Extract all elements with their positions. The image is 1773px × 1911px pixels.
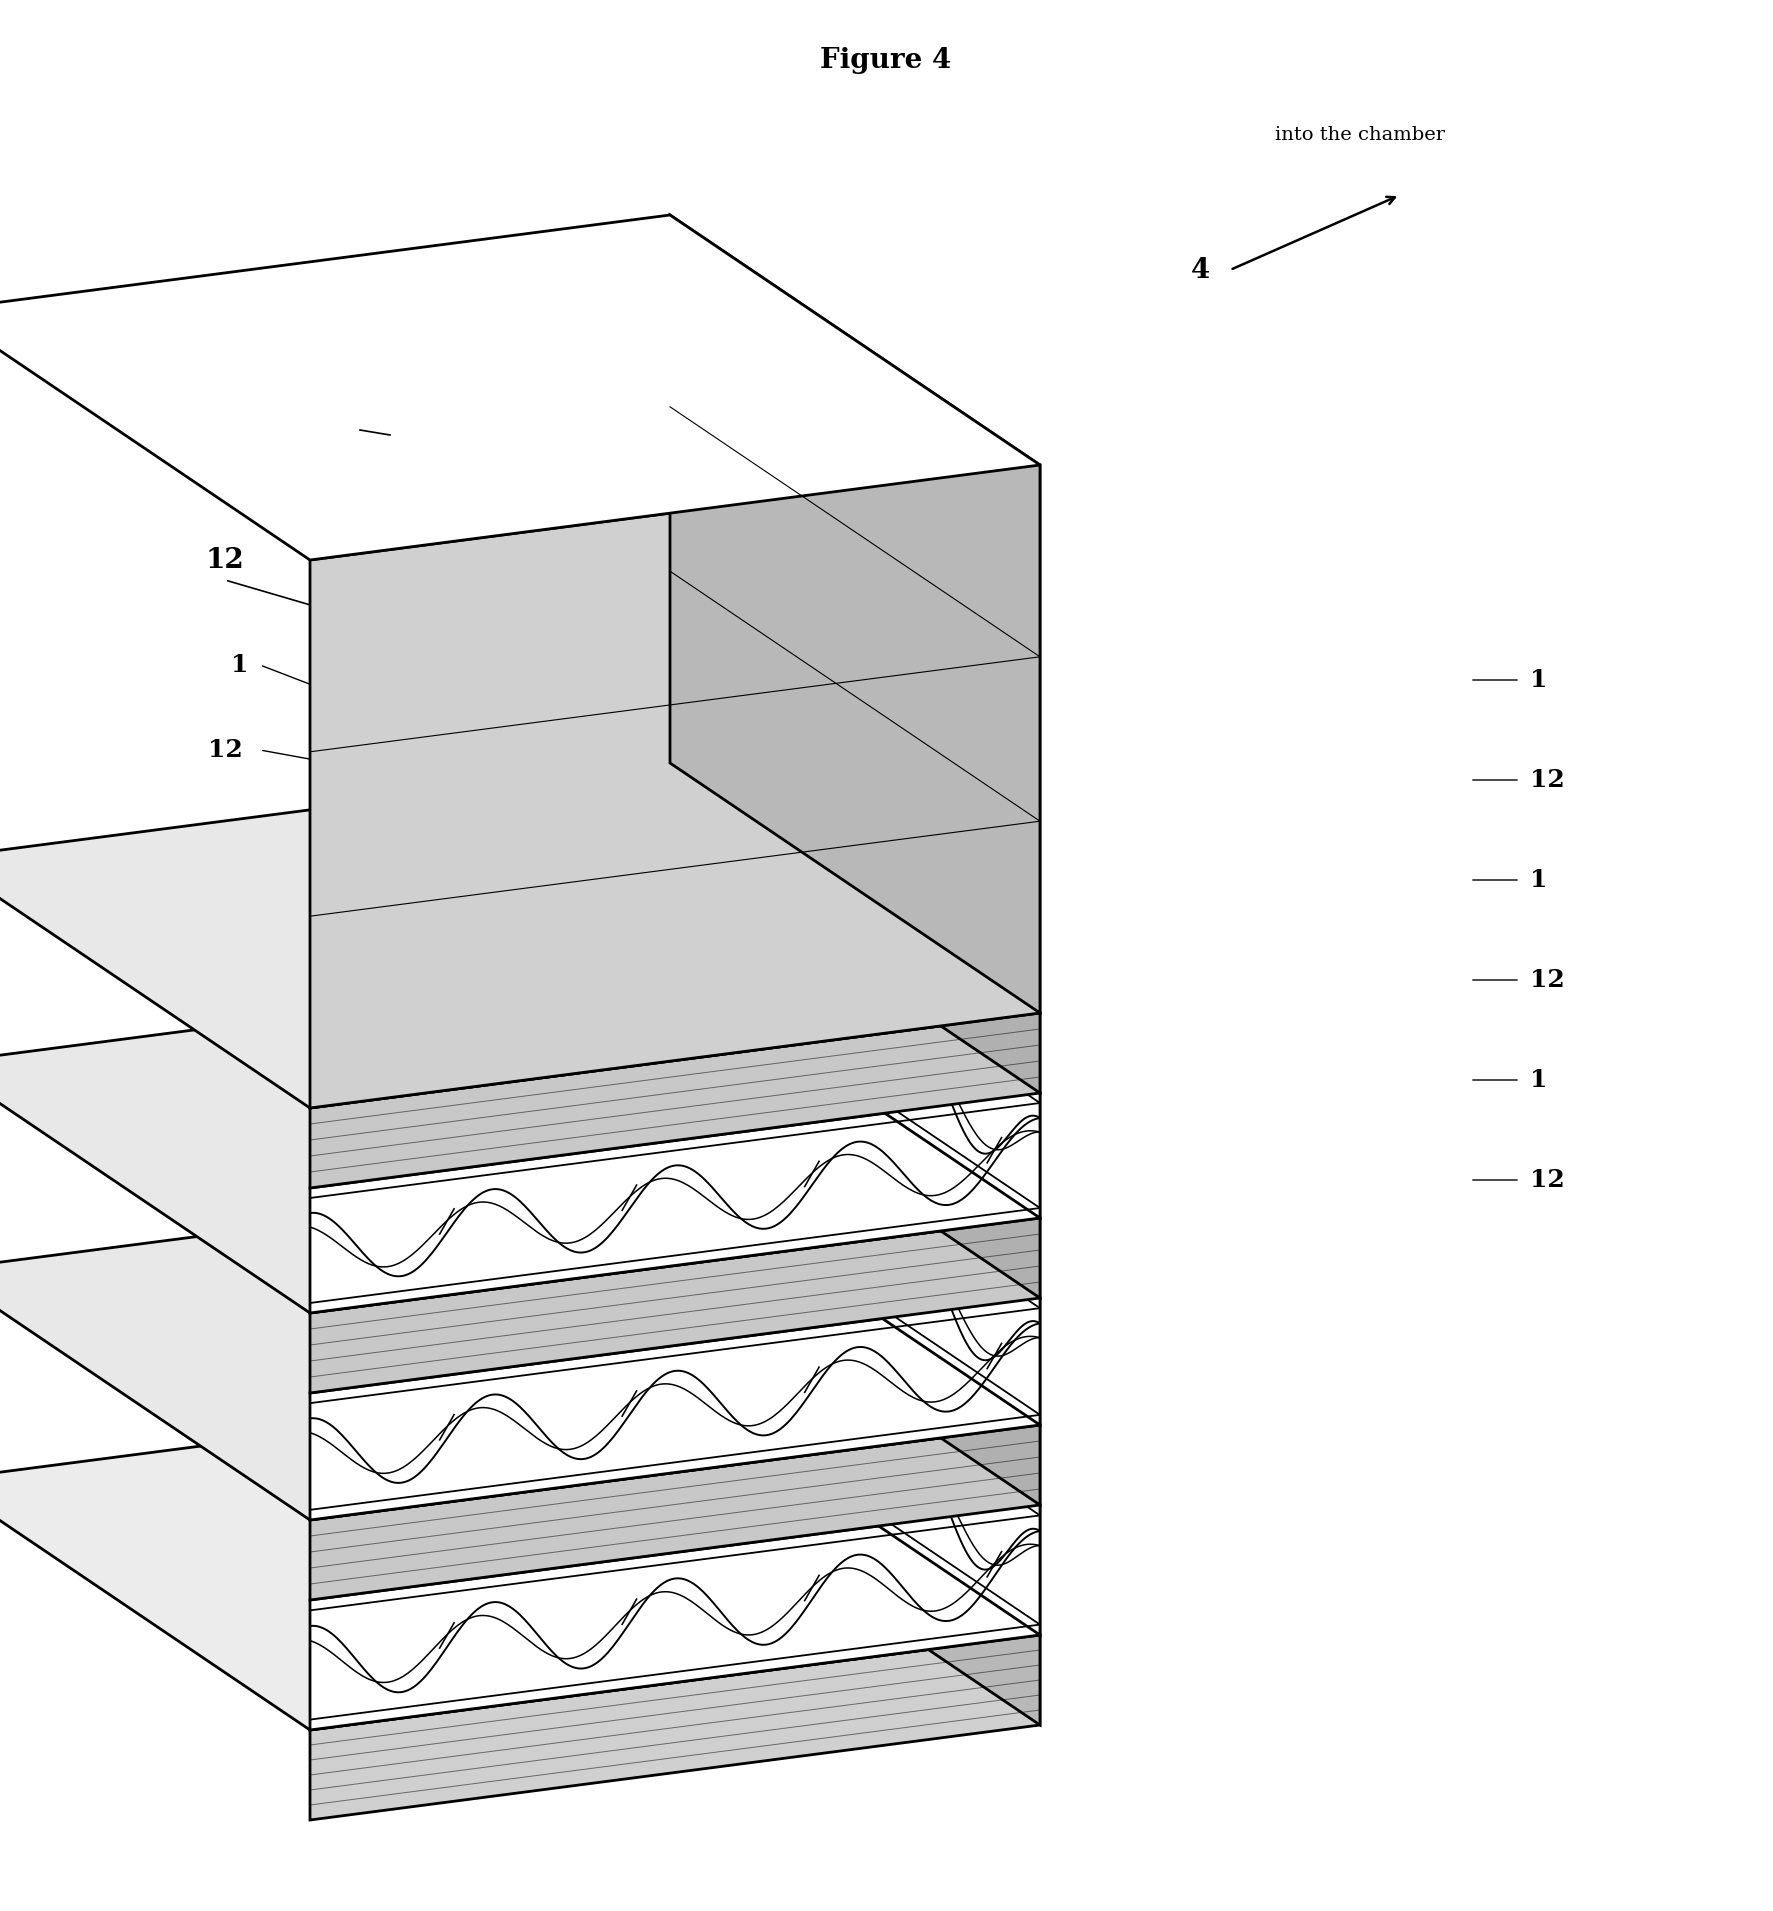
Text: 12: 12 xyxy=(207,938,243,961)
Polygon shape xyxy=(0,969,1041,1313)
Text: 1: 1 xyxy=(1530,868,1548,892)
Text: from the chamber: from the chamber xyxy=(80,371,259,390)
Polygon shape xyxy=(670,762,1041,1093)
Text: 4: 4 xyxy=(1190,256,1209,283)
Text: 12: 12 xyxy=(1530,768,1566,791)
Text: 12: 12 xyxy=(1530,1168,1566,1192)
Polygon shape xyxy=(310,1013,1041,1189)
Text: 1: 1 xyxy=(230,858,248,883)
Text: 12: 12 xyxy=(206,547,245,573)
Text: 1: 1 xyxy=(230,654,248,676)
Polygon shape xyxy=(310,1426,1041,1600)
Text: 3: 3 xyxy=(381,401,399,428)
Text: Figure 4: Figure 4 xyxy=(821,46,952,73)
Text: into the chamber: into the chamber xyxy=(1275,126,1445,143)
Polygon shape xyxy=(670,1047,1041,1426)
Text: 1: 1 xyxy=(1530,1068,1548,1091)
Polygon shape xyxy=(310,1298,1041,1519)
Polygon shape xyxy=(0,1385,1041,1729)
Text: 12: 12 xyxy=(207,738,243,762)
Polygon shape xyxy=(670,969,1041,1298)
Text: 1: 1 xyxy=(1530,669,1548,692)
Polygon shape xyxy=(670,843,1041,1217)
Polygon shape xyxy=(0,762,1041,1108)
Polygon shape xyxy=(310,1217,1041,1393)
Polygon shape xyxy=(310,1093,1041,1313)
Polygon shape xyxy=(310,1506,1041,1729)
Polygon shape xyxy=(670,1256,1041,1636)
Text: 12: 12 xyxy=(1530,969,1566,992)
Text: 1: 1 xyxy=(230,1059,248,1082)
Polygon shape xyxy=(0,216,1041,560)
Polygon shape xyxy=(670,1175,1041,1506)
Polygon shape xyxy=(670,1385,1041,1726)
Text: 12: 12 xyxy=(207,1137,243,1162)
Polygon shape xyxy=(310,464,1041,1108)
Polygon shape xyxy=(670,216,1041,1013)
Polygon shape xyxy=(310,1636,1041,1819)
Polygon shape xyxy=(0,1175,1041,1519)
